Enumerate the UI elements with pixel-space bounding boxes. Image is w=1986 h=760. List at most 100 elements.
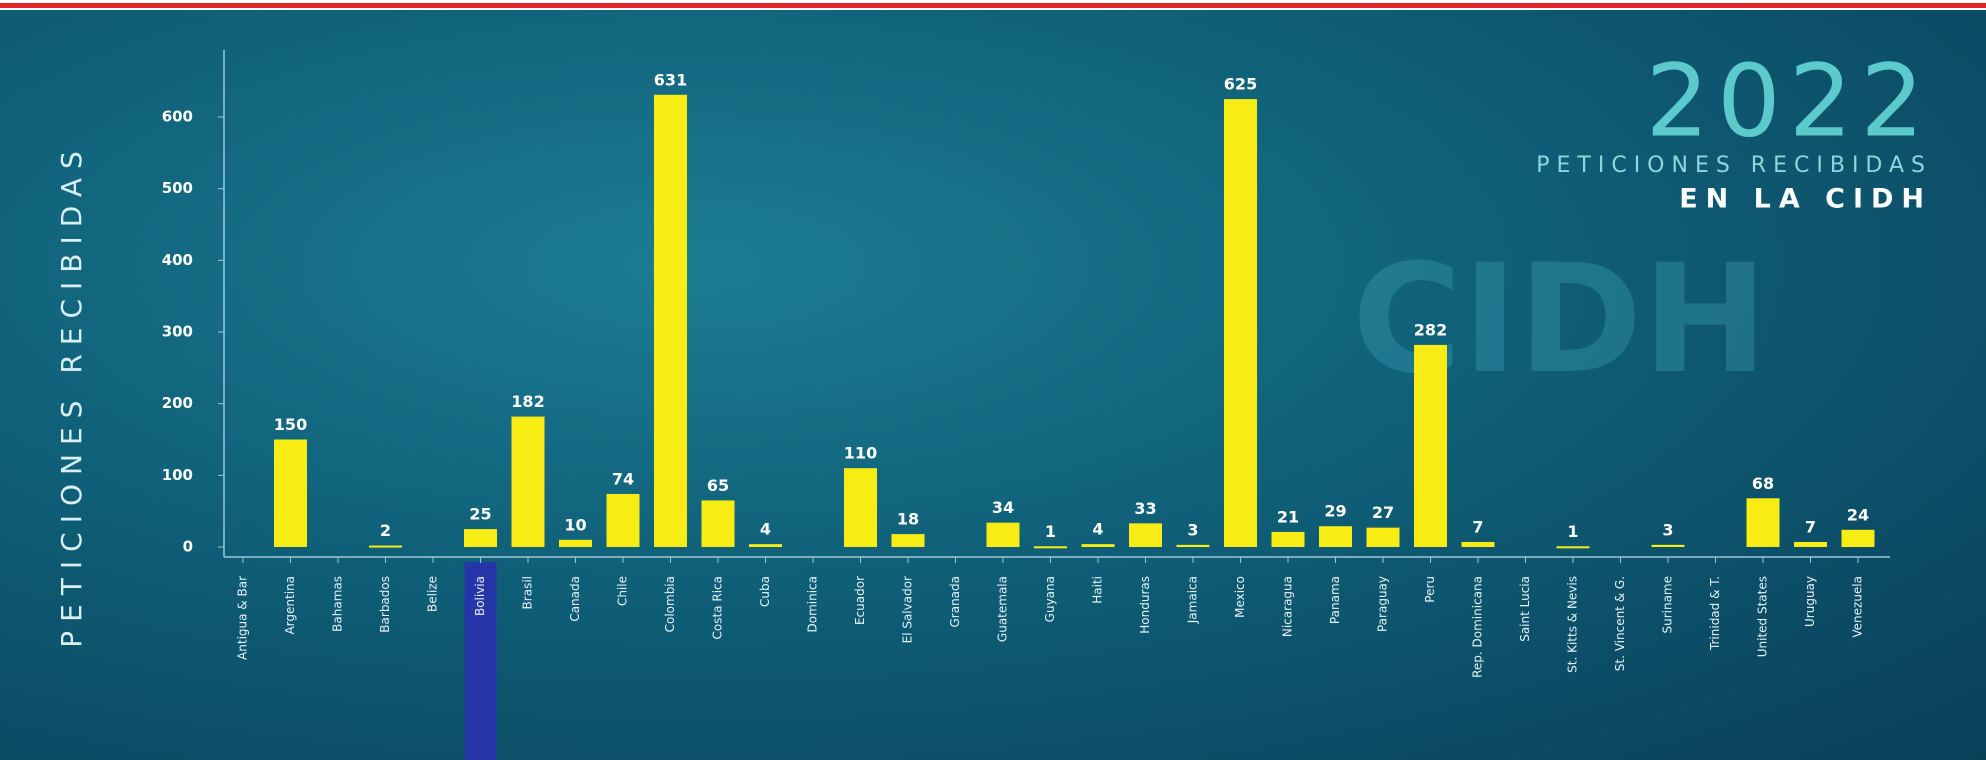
chart: CIDH 2022 PETICIONES RECIBIDAS EN LA CID… <box>0 0 1986 760</box>
data-label: 1 <box>1045 522 1056 541</box>
x-tick-label: Mexico <box>1233 576 1247 618</box>
bar <box>1272 532 1305 547</box>
data-label: 21 <box>1277 507 1299 526</box>
x-tick-label: St. Vincent & G. <box>1613 576 1627 671</box>
data-label: 1 <box>1567 522 1578 541</box>
bar <box>1652 545 1685 547</box>
x-tick-label: Jamaica <box>1186 576 1200 624</box>
data-label: 4 <box>760 520 771 539</box>
x-tick-label: Belize <box>426 576 440 612</box>
bar <box>749 544 782 547</box>
data-label: 3 <box>1187 520 1198 539</box>
bar <box>274 440 307 548</box>
data-label: 27 <box>1372 503 1394 522</box>
bar <box>464 529 497 547</box>
x-tick-label: Guatemala <box>996 576 1010 642</box>
data-label: 631 <box>654 70 687 89</box>
x-tick-label: Haiti <box>1091 576 1105 604</box>
bar <box>1842 530 1875 547</box>
y-tick-label: 200 <box>162 394 193 412</box>
x-tick-label: Ecuador <box>853 576 867 625</box>
data-label: 150 <box>274 415 307 434</box>
chart-subtitle: EN LA CIDH <box>1679 184 1932 215</box>
bar <box>1557 546 1590 548</box>
bar <box>1794 542 1827 547</box>
y-tick-label: 0 <box>183 538 193 556</box>
data-label: 110 <box>844 444 877 463</box>
x-tick-label: St. Kitts & Nevis <box>1566 576 1580 673</box>
x-tick-label: Nicaragua <box>1281 576 1295 637</box>
y-tick-label: 100 <box>162 466 193 484</box>
x-tick-label: Uruguay <box>1803 576 1817 627</box>
x-tick-label: Costa Rica <box>711 576 725 639</box>
bar <box>702 500 735 547</box>
bar <box>892 534 925 547</box>
data-label: 182 <box>511 392 544 411</box>
data-label: 24 <box>1847 505 1869 524</box>
x-tick-label: Chile <box>616 576 630 606</box>
bar <box>1414 345 1447 547</box>
x-tick-label: Barbados <box>378 576 392 633</box>
data-label: 34 <box>992 498 1014 517</box>
x-tick-label: Rep. Dominicana <box>1471 576 1485 678</box>
data-label: 2 <box>380 521 391 540</box>
bar <box>1747 498 1780 547</box>
y-tick-label: 500 <box>162 179 193 197</box>
bar <box>844 468 877 547</box>
chart-title: 2022 <box>1646 42 1933 159</box>
y-tick-label: 300 <box>162 323 193 341</box>
x-tick-label: Colombia <box>663 576 677 632</box>
x-tick-label: Peru <box>1423 576 1437 603</box>
y-axis-label: PETICIONES RECIBIDAS <box>55 142 88 648</box>
data-label: 25 <box>469 505 491 524</box>
x-tick-label: Brasil <box>521 576 535 609</box>
x-tick-label: Bolivia <box>473 576 487 616</box>
data-label: 3 <box>1662 520 1673 539</box>
x-tick-label: Paraguay <box>1376 576 1390 632</box>
x-tick-label: Saint Lucia <box>1518 576 1532 642</box>
bar <box>1034 546 1067 548</box>
x-tick-label: Dominica <box>806 576 820 633</box>
bar <box>512 417 545 547</box>
x-tick-label: Antigua & Bar <box>236 576 250 660</box>
x-tick-label: Honduras <box>1138 576 1152 634</box>
bar <box>559 540 592 547</box>
chart-subtitle: PETICIONES RECIBIDAS <box>1536 153 1932 178</box>
data-label: 625 <box>1224 75 1257 94</box>
x-tick-label: Venezuela <box>1851 576 1865 638</box>
x-tick-label: Bahamas <box>331 576 345 632</box>
data-label: 18 <box>897 510 919 529</box>
x-tick-label: Panama <box>1328 576 1342 624</box>
data-label: 10 <box>564 515 586 534</box>
bar <box>1129 523 1162 547</box>
x-tick-label: Granada <box>948 576 962 628</box>
x-tick-label: Guyana <box>1043 576 1057 622</box>
bar <box>654 95 687 547</box>
data-label: 7 <box>1472 517 1483 536</box>
bar <box>987 523 1020 547</box>
bar <box>1367 528 1400 547</box>
data-label: 68 <box>1752 474 1774 493</box>
data-label: 4 <box>1092 520 1103 539</box>
y-tick-label: 600 <box>162 108 193 126</box>
x-tick-label: El Salvador <box>901 576 915 643</box>
data-label: 74 <box>612 469 634 488</box>
bar <box>1082 544 1115 547</box>
bar <box>1462 542 1495 547</box>
x-tick-label: Cuba <box>758 576 772 607</box>
x-tick-label: United States <box>1756 576 1770 657</box>
y-tick-label: 400 <box>162 251 193 269</box>
data-label: 7 <box>1805 517 1816 536</box>
bar <box>607 494 640 547</box>
data-label: 29 <box>1324 502 1346 521</box>
bar <box>1177 545 1210 547</box>
bar <box>1319 526 1352 547</box>
data-label: 65 <box>707 476 729 495</box>
data-label: 33 <box>1134 499 1156 518</box>
page: CIDH 2022 PETICIONES RECIBIDAS EN LA CID… <box>0 0 1986 760</box>
data-label: 282 <box>1414 320 1447 339</box>
x-tick-label: Argentina <box>283 576 297 635</box>
x-tick-label: Canada <box>568 576 582 622</box>
x-tick-label: Trinidad & T. <box>1708 576 1722 651</box>
bar <box>369 546 402 548</box>
